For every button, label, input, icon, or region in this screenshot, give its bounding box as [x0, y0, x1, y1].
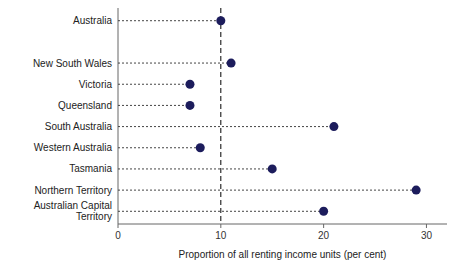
y-tick-label: Australia [73, 15, 112, 26]
y-axis [118, 8, 119, 224]
plot-area [118, 8, 421, 224]
reference-line [220, 8, 221, 224]
dot [185, 101, 194, 110]
chart: 0 10 20 30 Proportion of all renting income … [0, 0, 461, 264]
stem [118, 63, 231, 64]
dot [227, 59, 236, 68]
x-axis [118, 224, 447, 225]
dot [216, 16, 225, 25]
stem [118, 211, 324, 212]
x-axis-label: Proportion of all renting income units (… [179, 249, 387, 260]
dot [268, 164, 277, 173]
x-tick [118, 224, 119, 228]
chart-container: 0 10 20 30 Proportion of all renting income … [0, 0, 461, 264]
stem [118, 147, 200, 148]
y-tick-label: Queensland [58, 100, 112, 111]
y-tick-label: New South Wales [33, 58, 112, 69]
y-tick-label: Australian CapitalTerritory [34, 200, 112, 222]
x-tick-label: 20 [318, 230, 330, 241]
dot [319, 207, 328, 216]
y-tick-label: Northern Territory [34, 185, 112, 196]
x-tick [323, 224, 324, 228]
stem [118, 190, 416, 191]
stem [118, 20, 221, 21]
x-tick-label: 0 [115, 230, 121, 241]
x-tick [426, 224, 427, 228]
dot [412, 186, 421, 195]
dot [329, 122, 338, 131]
x-tick-label: 10 [215, 230, 227, 241]
y-tick-label: Victoria [79, 79, 113, 90]
y-tick-label: South Australia [45, 121, 113, 132]
stem [118, 168, 272, 169]
dot [185, 80, 194, 89]
stem [118, 84, 190, 85]
x-tick-label: 30 [421, 230, 433, 241]
dot [196, 143, 205, 152]
y-tick-label: Western Australia [34, 142, 113, 153]
stem [118, 126, 334, 127]
stem [118, 105, 190, 106]
x-tick [220, 224, 221, 228]
y-tick-label: Tasmania [69, 163, 112, 174]
